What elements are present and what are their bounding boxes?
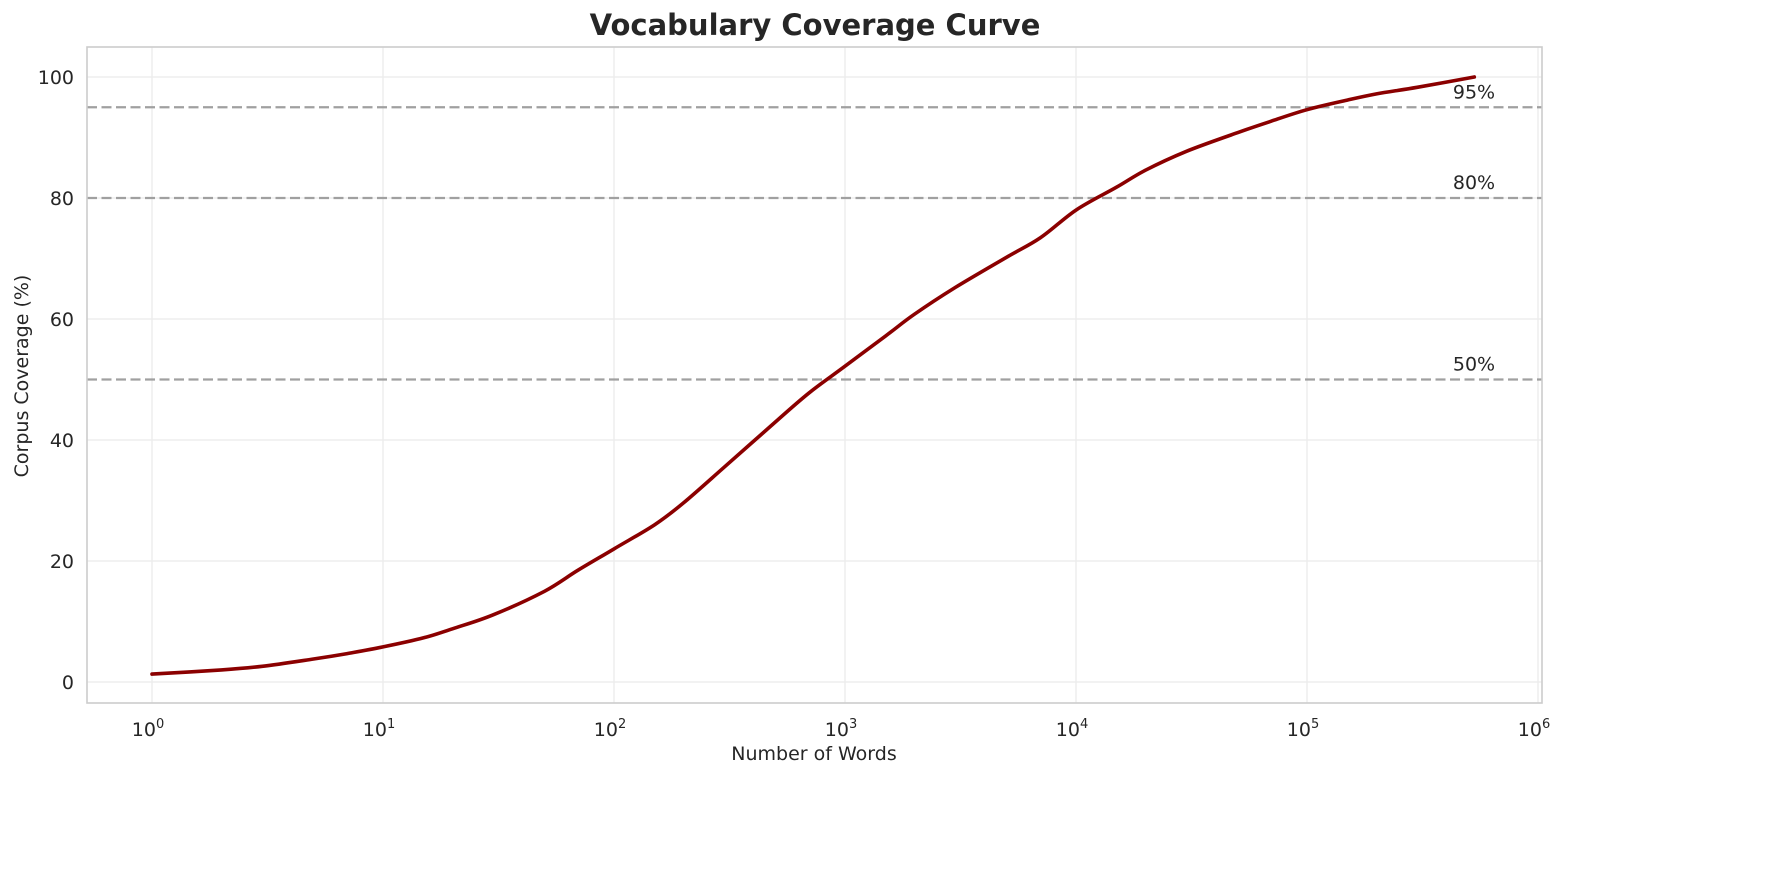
plot-frame [86,46,1543,704]
x-axis-ticks: 100 101 102 103 104 105 106 [132,717,1550,741]
y-tick-label: 40 [50,430,74,452]
y-axis-ticks: 0 20 40 60 80 100 [38,67,74,694]
y-tick-label: 20 [50,551,74,573]
reference-label-50: 50% [1453,354,1495,376]
y-tick-label: 60 [50,309,74,331]
reference-label-95: 95% [1453,81,1495,103]
reference-label-80: 80% [1453,172,1495,194]
x-tick-label: 103 [825,717,857,741]
y-tick-label: 100 [38,67,74,89]
x-tick-label: 102 [594,717,626,741]
y-axis-label: Corpus Coverage (%) [11,275,33,478]
x-tick-label: 100 [132,717,164,741]
x-tick-label: 101 [363,717,395,741]
x-axis-label: Number of Words [731,743,896,765]
x-tick-label: 105 [1287,717,1319,741]
coverage-line [150,75,1477,676]
grid-lines [87,47,1542,703]
data-series [150,75,1477,676]
y-tick-label: 0 [62,672,74,694]
chart-title: Vocabulary Coverage Curve [589,8,1041,42]
x-tick-label: 104 [1056,717,1088,741]
x-tick-label: 106 [1518,717,1550,741]
y-tick-label: 80 [50,188,74,210]
reference-lines: 95% 80% 50% [87,81,1542,381]
